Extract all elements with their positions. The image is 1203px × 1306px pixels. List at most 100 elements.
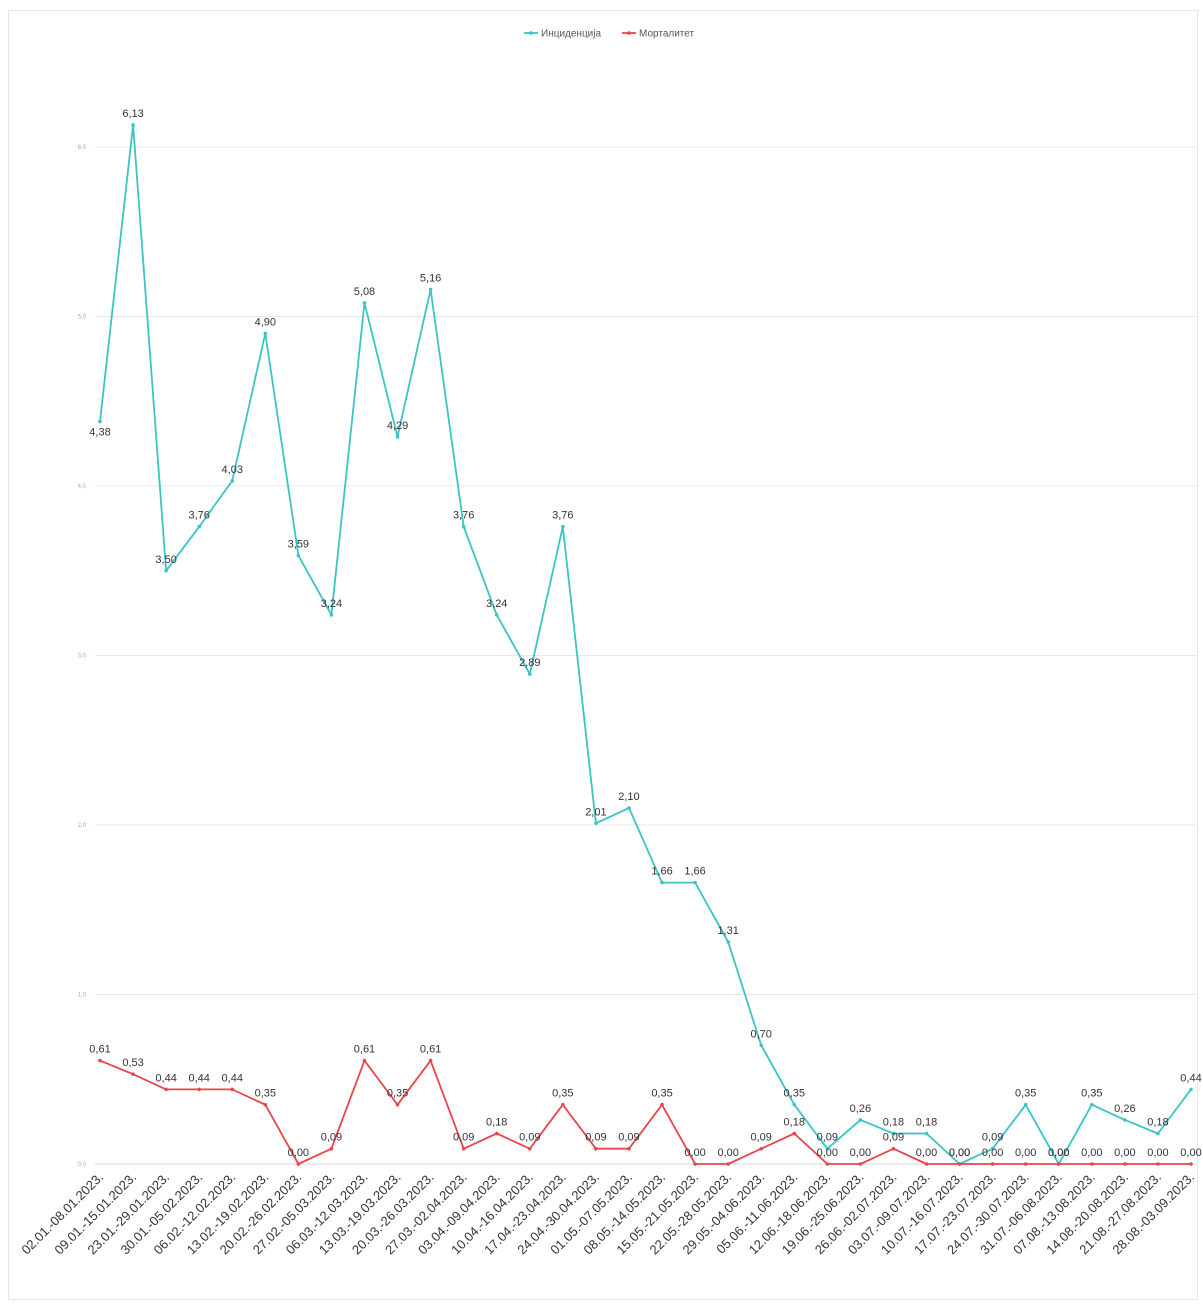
data-point bbox=[627, 806, 631, 810]
data-point bbox=[759, 1043, 764, 1048]
data-label: 0,09 bbox=[519, 1132, 540, 1144]
y-tick-label: 3,0 bbox=[78, 654, 87, 660]
data-labels: 4,38 6,13 3,50 3,76 4,03 4,90 3,59 3,24 5,08 4,29… bbox=[89, 108, 1201, 1159]
data-label: 3,76 bbox=[453, 510, 474, 522]
data-point bbox=[990, 1146, 995, 1151]
data-point bbox=[561, 524, 565, 529]
data-label: 3,59 bbox=[288, 538, 309, 550]
data-point bbox=[594, 821, 598, 826]
data-label: 0,35 bbox=[784, 1088, 805, 1100]
data-point bbox=[296, 553, 301, 558]
data-point bbox=[891, 1131, 896, 1136]
data-label: 3,24 bbox=[321, 598, 342, 610]
data-label: 1,31 bbox=[717, 925, 738, 937]
data-point bbox=[395, 1102, 400, 1107]
data-point bbox=[428, 1058, 433, 1063]
data-point bbox=[461, 1146, 466, 1151]
series-group bbox=[98, 123, 1193, 1166]
data-point bbox=[197, 524, 201, 529]
series-line-1 bbox=[99, 1059, 1191, 1165]
data-point bbox=[263, 1102, 268, 1107]
data-point bbox=[98, 419, 102, 424]
data-point bbox=[527, 672, 532, 676]
y-tick-label: 6,0 bbox=[78, 145, 87, 151]
data-label: 0,00 bbox=[949, 1147, 970, 1159]
data-point bbox=[990, 1162, 995, 1166]
data-label: 0,00 bbox=[1048, 1147, 1069, 1159]
data-label: 0,44 bbox=[155, 1072, 176, 1084]
data-label: 1,66 bbox=[651, 866, 672, 878]
data-point bbox=[131, 123, 135, 127]
data-point bbox=[726, 940, 730, 944]
data-label: 0,00 bbox=[949, 1147, 970, 1159]
data-point bbox=[957, 1162, 962, 1166]
data-point bbox=[1189, 1087, 1193, 1092]
data-label: 2,01 bbox=[585, 806, 606, 818]
data-label: 0,35 bbox=[651, 1088, 672, 1100]
data-point bbox=[1090, 1102, 1094, 1107]
data-point bbox=[197, 1087, 201, 1092]
data-label: 0,18 bbox=[784, 1116, 805, 1128]
data-point bbox=[660, 880, 664, 885]
data-point bbox=[924, 1162, 929, 1166]
data-label: 0,35 bbox=[1015, 1088, 1036, 1100]
data-point bbox=[825, 1162, 830, 1166]
data-point bbox=[1156, 1162, 1160, 1166]
legend-item-label: Морталитет bbox=[639, 29, 694, 40]
data-label: 0,35 bbox=[255, 1088, 276, 1100]
data-point bbox=[296, 1162, 301, 1166]
data-point bbox=[627, 1146, 631, 1151]
data-point bbox=[693, 880, 697, 885]
data-label: 0,00 bbox=[717, 1147, 738, 1159]
data-point bbox=[527, 1146, 532, 1151]
y-tick-label: 2,0 bbox=[78, 823, 87, 829]
y-tick-label: 5,0 bbox=[78, 315, 87, 321]
data-label: 0,00 bbox=[684, 1147, 705, 1159]
data-label: 0,44 bbox=[1180, 1072, 1201, 1084]
y-tick-label: 0,0 bbox=[78, 1162, 87, 1168]
data-label: 0,00 bbox=[288, 1147, 309, 1159]
data-point bbox=[263, 331, 268, 336]
data-label: 0,09 bbox=[817, 1132, 838, 1144]
gridlines bbox=[95, 146, 1196, 1165]
data-label: 0,18 bbox=[916, 1116, 937, 1128]
data-label: 0,09 bbox=[618, 1132, 639, 1144]
series-line-0 bbox=[99, 124, 1192, 1165]
data-label: 4,38 bbox=[89, 427, 110, 439]
data-point bbox=[1090, 1162, 1094, 1166]
data-label: 0,61 bbox=[89, 1044, 110, 1056]
data-point bbox=[561, 1102, 565, 1107]
data-point bbox=[924, 1131, 929, 1136]
legend[interactable]: Инциденција Морталитет bbox=[524, 29, 694, 40]
data-point bbox=[131, 1072, 135, 1076]
data-label: 0,18 bbox=[1147, 1116, 1168, 1128]
data-point bbox=[858, 1118, 863, 1122]
data-label: 0,35 bbox=[1081, 1088, 1102, 1100]
data-label: 2,89 bbox=[519, 657, 540, 669]
data-label: 0,00 bbox=[1015, 1147, 1036, 1159]
data-label: 0,61 bbox=[354, 1044, 375, 1056]
data-label: 0,44 bbox=[222, 1072, 243, 1084]
data-label: 5,08 bbox=[354, 286, 375, 298]
data-label: 6,13 bbox=[122, 108, 143, 120]
data-label: 2,10 bbox=[618, 791, 639, 803]
data-point bbox=[362, 1058, 367, 1063]
data-label: 4,29 bbox=[387, 420, 408, 432]
data-label: 0,00 bbox=[916, 1147, 937, 1159]
data-point bbox=[660, 1102, 664, 1107]
data-point bbox=[825, 1146, 830, 1151]
data-point bbox=[693, 1162, 697, 1166]
data-label: 3,76 bbox=[552, 510, 573, 522]
data-label: 0,00 bbox=[982, 1147, 1003, 1159]
data-point bbox=[164, 568, 168, 573]
data-point bbox=[1123, 1118, 1127, 1122]
data-point bbox=[164, 1087, 168, 1092]
data-point bbox=[1023, 1162, 1028, 1166]
data-point bbox=[891, 1146, 896, 1151]
data-point bbox=[494, 1131, 499, 1136]
data-point bbox=[1023, 1102, 1028, 1107]
data-label: 1,66 bbox=[684, 866, 705, 878]
data-point bbox=[858, 1162, 863, 1166]
